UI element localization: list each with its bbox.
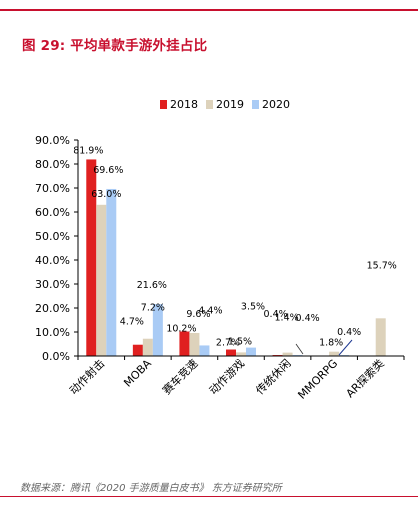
data-label: 69.6% [93,165,123,176]
data-label: 1.5% [228,336,252,347]
y-tick-label: 10.0% [35,326,70,339]
y-axis: 0.0% 10.0% 20.0% 30.0% 40.0% 50.0% 60.0% 70.0% 8… [35,134,79,363]
data-label: 9.6% [186,309,210,320]
data-label: 81.9% [73,145,103,156]
bar-2019 [142,338,153,356]
legend-label: 2018 [170,98,198,111]
bar-2019 [282,352,293,356]
legend-swatch-2019 [206,100,213,109]
data-label: 0.4% [296,313,320,324]
chart-title: 图 29: 平均单款手游外挂占比 [22,38,208,54]
data-label: 1.8% [319,338,343,349]
x-tick-label: 传统休闲 [253,356,294,397]
bar-2019 [189,332,200,356]
source-note: 数据来源：腾讯《2020 手游质量白皮书》 东方证券研究所 [20,483,282,494]
data-labels: 81.9% 4.7% 10.2% 2.7% 0.4% 63.0% 7.2% 9.6% 1.5% 1… [73,145,397,356]
data-label: 15.7% [367,260,397,271]
data-label: 21.6% [137,280,167,291]
y-tick-label: 80.0% [35,158,70,171]
bar-2020 [106,188,117,356]
x-tick-label: 动作游戏 [207,357,247,397]
data-label: 2.7% [216,338,240,349]
y-tick-label: 0.0% [42,350,70,363]
bar-2018 [86,159,97,356]
data-label: 1.4% [275,313,299,324]
bar-2019 [329,351,340,356]
data-label: 10.2% [166,324,196,335]
leader-line [338,339,353,356]
data-label: 4.4% [198,305,222,316]
legend-label: 2020 [262,98,290,111]
bar-2019 [96,204,107,356]
legend: 2018 2019 2020 [160,98,290,111]
legend-swatch-2020 [252,100,259,109]
data-label: 0.4% [264,309,288,320]
bar-2019 [236,352,246,356]
bar-2018 [179,331,190,356]
data-label: 3.5% [241,302,265,313]
bar-2019 [375,318,386,356]
bar-2020 [152,304,163,356]
legend-label: 2019 [216,98,244,111]
data-label: 7.2% [141,303,165,314]
y-tick-label: 30.0% [35,278,70,291]
x-tick-label: MOBA [121,357,154,390]
y-tick-label: 70.0% [35,182,70,195]
y-tick-label: 40.0% [35,254,70,267]
data-label: 4.7% [120,317,144,328]
bar-2018 [226,349,236,356]
bar-2018 [132,344,143,356]
x-tick-label: AR探索类 [343,356,387,400]
data-label: 63.0% [91,189,121,200]
bar-chart: 2018 2019 2020 0.0% 10.0% 20.0% 30.0% 40.0% 50.… [35,98,405,402]
y-tick-label: 50.0% [35,230,70,243]
x-tick-label: 动作射击 [66,356,107,397]
x-axis: 动作射击 MOBA 赛车竞速 动作游戏 传统休闲 MMORPG AR探索类 [66,355,405,402]
bar-2020 [246,347,256,356]
y-tick-label: 90.0% [35,134,70,147]
bar-2020 [199,345,210,356]
y-tick-label: 60.0% [35,206,70,219]
x-tick-label: 赛车竞速 [160,356,201,397]
legend-swatch-2018 [160,100,167,109]
top-rule [0,9,418,11]
x-tick-label: MMORPG [295,357,340,402]
bottom-rule [0,496,418,497]
leader-line [295,343,304,355]
data-label: 0.4% [337,327,361,338]
bars [86,159,386,356]
y-tick-label: 20.0% [35,302,70,315]
